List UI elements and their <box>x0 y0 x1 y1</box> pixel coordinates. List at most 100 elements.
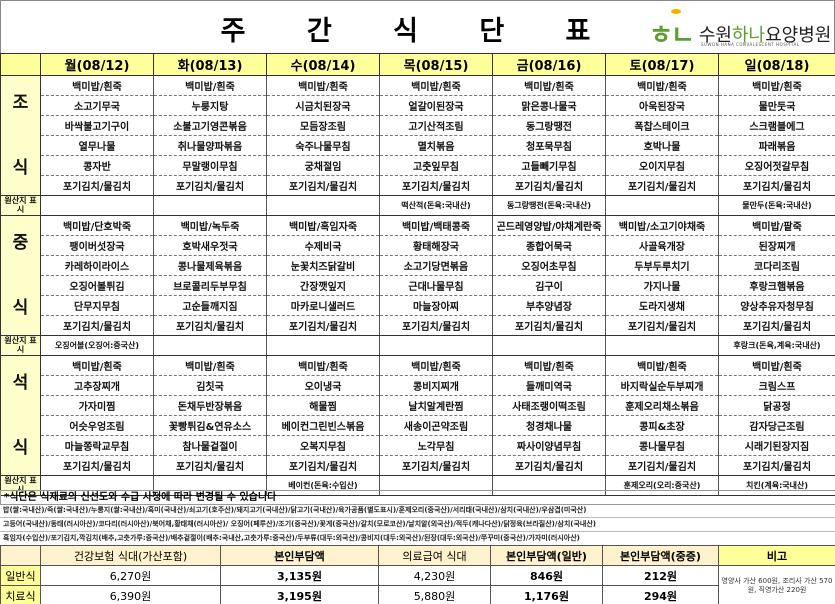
menu-row: 가자미찜 돈채두반장볶음 해물찜 날치알계란찜 사태조랭이떡조림 훈제오리채소볶음 닭공정 <box>1 395 835 416</box>
day-header: 화(08/13) <box>153 53 267 76</box>
menu-item: 폭찹스테이크 <box>605 115 719 136</box>
menu-item: 열무나물 <box>40 135 154 156</box>
menu-item: 후랑크햄볶음 <box>718 275 835 296</box>
row-label: 치료식 <box>0 585 41 604</box>
origin-cell <box>379 335 493 356</box>
menu-item: 포기김치/물김치 <box>718 315 835 336</box>
origin-cell <box>492 335 606 356</box>
origin-line: 흑임자(수입산)/포기김치,깍김치(배추,고춧가루:중국산)/배추겉절이(배추:… <box>0 532 835 546</box>
menu-item: 백미밥/흰죽 <box>718 355 835 376</box>
day-header: 금(08/16) <box>492 53 606 76</box>
menu-row: 바싹불고기구이 소불고기영콘볶음 모듬장조림 고기산적조림 동그랑땡전 폭찹스테이크 스크램… <box>1 115 835 136</box>
header-copay-severe: 본인부담액(중증) <box>602 545 719 566</box>
hospital-logo: ㅎㄴ 수원하나요양병원 <box>649 9 832 52</box>
origin-cell <box>153 335 267 356</box>
menu-item: 백미밥/흰죽 <box>605 355 719 376</box>
menu-item: 포기김치/물김치 <box>379 455 493 476</box>
change-notice: *식단은 식재료의 신선도와 수급 사정에 따라 변경될 수 있습니다 <box>0 490 835 505</box>
menu-item: 포기김치/물김치 <box>40 455 154 476</box>
menu-item: 궁채절임 <box>266 155 380 176</box>
menu-item: 백미밥/흰죽 <box>492 75 606 96</box>
day-header: 토(08/17) <box>605 53 719 76</box>
day-header-row: 월(08/12) 화(08/13) 수(08/14) 목(08/15) 금(08/16)… <box>0 53 835 76</box>
origin-label: 원산지 표시 <box>0 195 41 216</box>
cost-value: 6,270원 <box>40 565 221 586</box>
menu-item: 바지락실순두부찌개 <box>605 375 719 396</box>
menu-item: 짜사이양념무침 <box>492 435 606 456</box>
cost-value: 4,230원 <box>378 565 491 586</box>
menu-row: 단무지무침 고순들깨지짐 마카로니샐러드 마늘장아찌 부추양념장 도라지생채 양상추유자청무… <box>1 295 835 316</box>
menu-item: 모듬장조림 <box>266 115 380 136</box>
menu-item: 포기김치/물김치 <box>40 315 154 336</box>
corner-cell <box>0 53 41 76</box>
menu-item: 포기김치/물김치 <box>153 315 267 336</box>
menu-item: 어슷우엉조림 <box>40 415 154 436</box>
menu-item: 스크램블에그 <box>718 115 835 136</box>
row-label: 일반식 <box>0 565 41 586</box>
menu-item: 호박새우젓국 <box>153 235 267 256</box>
menu-item: 포기김치/물김치 <box>605 175 719 196</box>
menu-item: 오이지무침 <box>605 155 719 176</box>
menu-row: 마늘쫑락교무침 참나물겉절이 오복지무침 노각무침 짜사이양념무침 콩나물무침 시래기된장지… <box>1 435 835 456</box>
cost-value: 294원 <box>602 585 719 604</box>
origin-cell <box>605 195 719 216</box>
menu-item: 포기김치/물김치 <box>379 175 493 196</box>
menu-item: 백미밥/흰죽 <box>153 75 267 96</box>
day-header: 수(08/14) <box>266 53 380 76</box>
menu-item: 청포묵무침 <box>492 135 606 156</box>
menu-item: 두부두루치기 <box>605 255 719 276</box>
origin-cell: 물만두(돈육:국내산) <box>718 195 835 216</box>
cost-row-therapeutic: 치료식 6,390원 3,195원 5,880원 1,176원 294원 <box>0 585 835 604</box>
menu-item: 김칫국 <box>153 375 267 396</box>
menu-item: 포기김치/물김치 <box>266 175 380 196</box>
menu-row: 포기김치/물김치 포기김치/물김치 포기김치/물김치 포기김치/물김치 포기김치/물김치… <box>1 455 835 476</box>
menu-item: 간장깻잎지 <box>266 275 380 296</box>
menu-item: 오복지무침 <box>266 435 380 456</box>
menu-item: 콩나물제육볶음 <box>153 255 267 276</box>
menu-item: 고들빼기무침 <box>492 155 606 176</box>
menu-row: 소고기무국 누룽지탕 시금치된장국 얼갈이된장국 맑은콩나물국 아욱된장국 물만둣국 <box>1 95 835 116</box>
menu-item: 노각무침 <box>379 435 493 456</box>
menu-item: 백미밥/흰죽 <box>379 355 493 376</box>
menu-item: 마늘쫑락교무침 <box>40 435 154 456</box>
logo-name: 수원하나요양병원 <box>698 24 832 46</box>
menu-item: 감자당근조림 <box>718 415 835 436</box>
origin-cell <box>605 335 719 356</box>
menu-row: 팽이버섯장국 호박새우젓국 수제비국 황태해장국 종합어묵국 사골육개장 된장찌개 <box>1 235 835 256</box>
menu-item: 소고기당면볶음 <box>379 255 493 276</box>
meal-cost-table: 건강보험 식대(가산포함) 본인부담액 의료급여 식대 본인부담액(일반) 본인… <box>0 545 835 604</box>
menu-item: 무말랭이무침 <box>153 155 267 176</box>
menu-item: 포기김치/물김치 <box>718 455 835 476</box>
menu-row: 어슷우엉조림 꽃빵튀김&연유소스 베이컨그린빈스볶음 새송이곤약조림 청경채나물 콩피&초… <box>1 415 835 436</box>
menu-item: 백미밥/소고기야채죽 <box>605 215 719 236</box>
origin-cell <box>153 195 267 216</box>
menu-row: 포기김치/물김치 포기김치/물김치 포기김치/물김치 포기김치/물김치 포기김치/물김치… <box>1 175 835 196</box>
menu-item: 백미밥/흰죽 <box>605 75 719 96</box>
page-title: 주 간 식 단 표 <box>220 16 617 47</box>
menu-item: 파래볶음 <box>718 135 835 156</box>
menu-item: 백미밥/흰죽 <box>40 75 154 96</box>
menu-item: 카레하이라이스 <box>40 255 154 276</box>
menu-item: 포기김치/물김치 <box>605 455 719 476</box>
menu-item: 고춧잎무침 <box>379 155 493 176</box>
menu-item: 호박나물 <box>605 135 719 156</box>
menu-item: 포기김치/물김치 <box>718 175 835 196</box>
menu-item: 백미밥/단호박죽 <box>40 215 154 236</box>
menu-row: 조 식 백미밥/흰죽 백미밥/흰죽 백미밥/흰죽 백미밥/흰죽 백미밥/흰죽 백미밥/흰죽 백… <box>0 75 835 196</box>
menu-item: 소고기무국 <box>40 95 154 116</box>
menu-item: 코다리조림 <box>718 255 835 276</box>
menu-item: 해물찜 <box>266 395 380 416</box>
origin-row: 원산지 표시 떡산적(돈육:국내산) 동그랑땡전(돈육:국내산) 물만두(돈육:국내산… <box>0 195 835 216</box>
menu-item: 된장찌개 <box>718 235 835 256</box>
menu-item: 오징어젓갈무침 <box>718 155 835 176</box>
logo-mark-icon: ㅎㄴ <box>649 9 695 52</box>
menu-item: 돈채두반장볶음 <box>153 395 267 416</box>
menu-item: 백미밥/흑임자죽 <box>266 215 380 236</box>
origin-cell: 동그랑땡전(돈육:국내산) <box>492 195 606 216</box>
cost-value: 3,135원 <box>220 565 379 586</box>
menu-item: 시금치된장국 <box>266 95 380 116</box>
origin-cell: 오징어볼(오징어:중국산) <box>40 335 154 356</box>
menu-row: 고추장찌개 김칫국 오이냉국 콩비지찌개 들깨미역국 바지락실순두부찌개 크림스프 <box>1 375 835 396</box>
menu-item: 수제비국 <box>266 235 380 256</box>
menu-item: 고기산적조림 <box>379 115 493 136</box>
